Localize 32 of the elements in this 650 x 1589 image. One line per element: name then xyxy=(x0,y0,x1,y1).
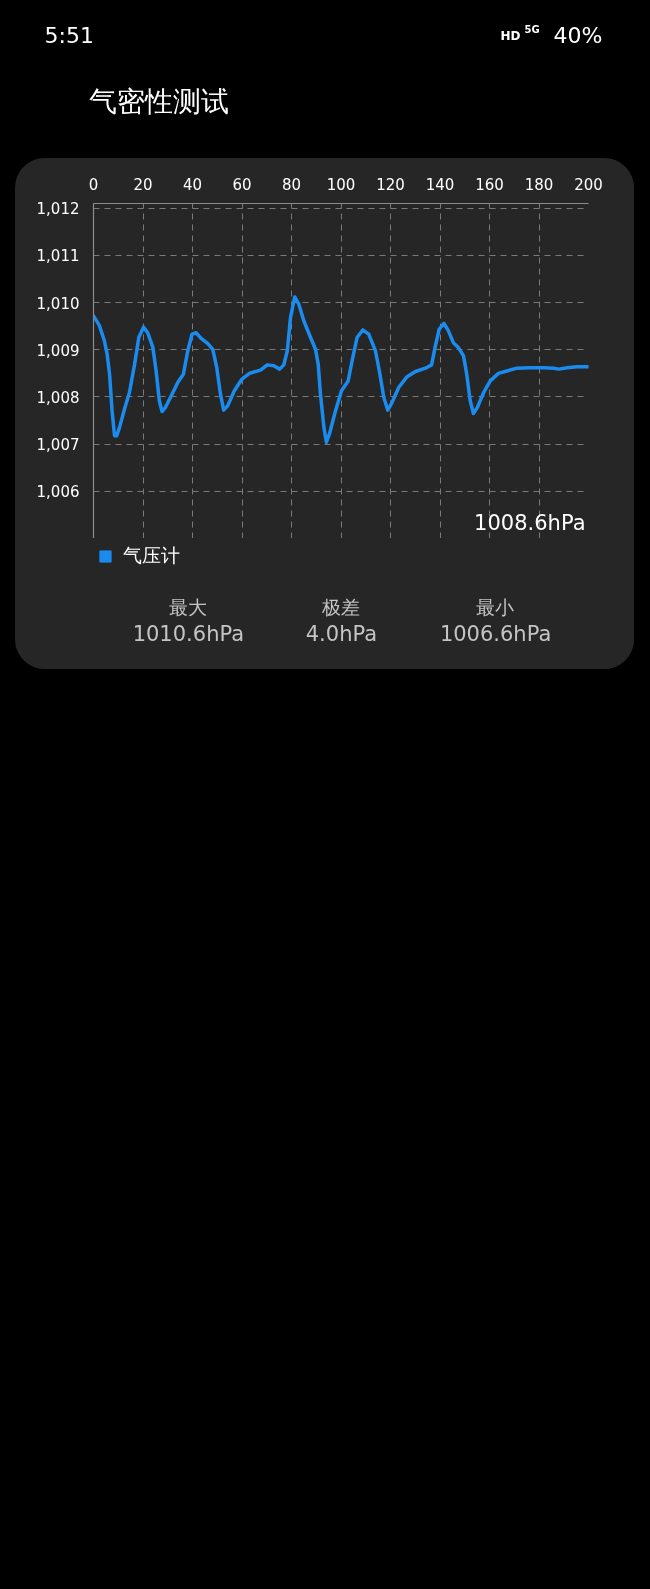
text: 最小 xyxy=(476,596,515,619)
text: 1006.6hPa xyxy=(439,622,552,646)
line-series xyxy=(93,295,589,444)
x-tick-label: 0 xyxy=(88,175,99,194)
legend-label: 气压计 xyxy=(123,543,180,568)
annotation: 1008.6hPa xyxy=(474,510,586,535)
text: 最大 xyxy=(168,596,207,619)
x-tick-label: 100 xyxy=(326,175,356,194)
text: 40% xyxy=(553,23,603,48)
x-tick-label: 40 xyxy=(182,175,203,194)
text: 4.0hPa xyxy=(305,622,378,646)
x-tick-label: 80 xyxy=(281,175,302,194)
x-tick-label: 20 xyxy=(133,175,153,194)
y-tick-label: 1,012 xyxy=(36,200,80,219)
y-tick-label: 1,009 xyxy=(36,341,80,360)
x-tick-label: 60 xyxy=(232,175,252,194)
text: HD xyxy=(500,28,521,43)
chart-title: 气密性测试 xyxy=(88,85,229,118)
text: 1010.6hPa xyxy=(132,622,245,646)
text: 5:51 xyxy=(44,23,94,48)
text: 极差 xyxy=(321,596,361,619)
text: 5G xyxy=(524,24,540,35)
y-tick-label: 1,007 xyxy=(36,436,80,455)
x-tick-label: 180 xyxy=(524,175,554,194)
y-tick-label: 1,006 xyxy=(36,483,80,502)
x-tick-label: 120 xyxy=(376,175,405,194)
y-tick-label: 1,011 xyxy=(36,247,80,266)
y-tick-label: 1,010 xyxy=(36,294,80,313)
x-tick-label: 160 xyxy=(475,175,504,194)
x-tick-label: 140 xyxy=(425,175,455,194)
y-tick-label: 1,008 xyxy=(36,388,80,407)
x-tick-label: 200 xyxy=(574,175,603,194)
